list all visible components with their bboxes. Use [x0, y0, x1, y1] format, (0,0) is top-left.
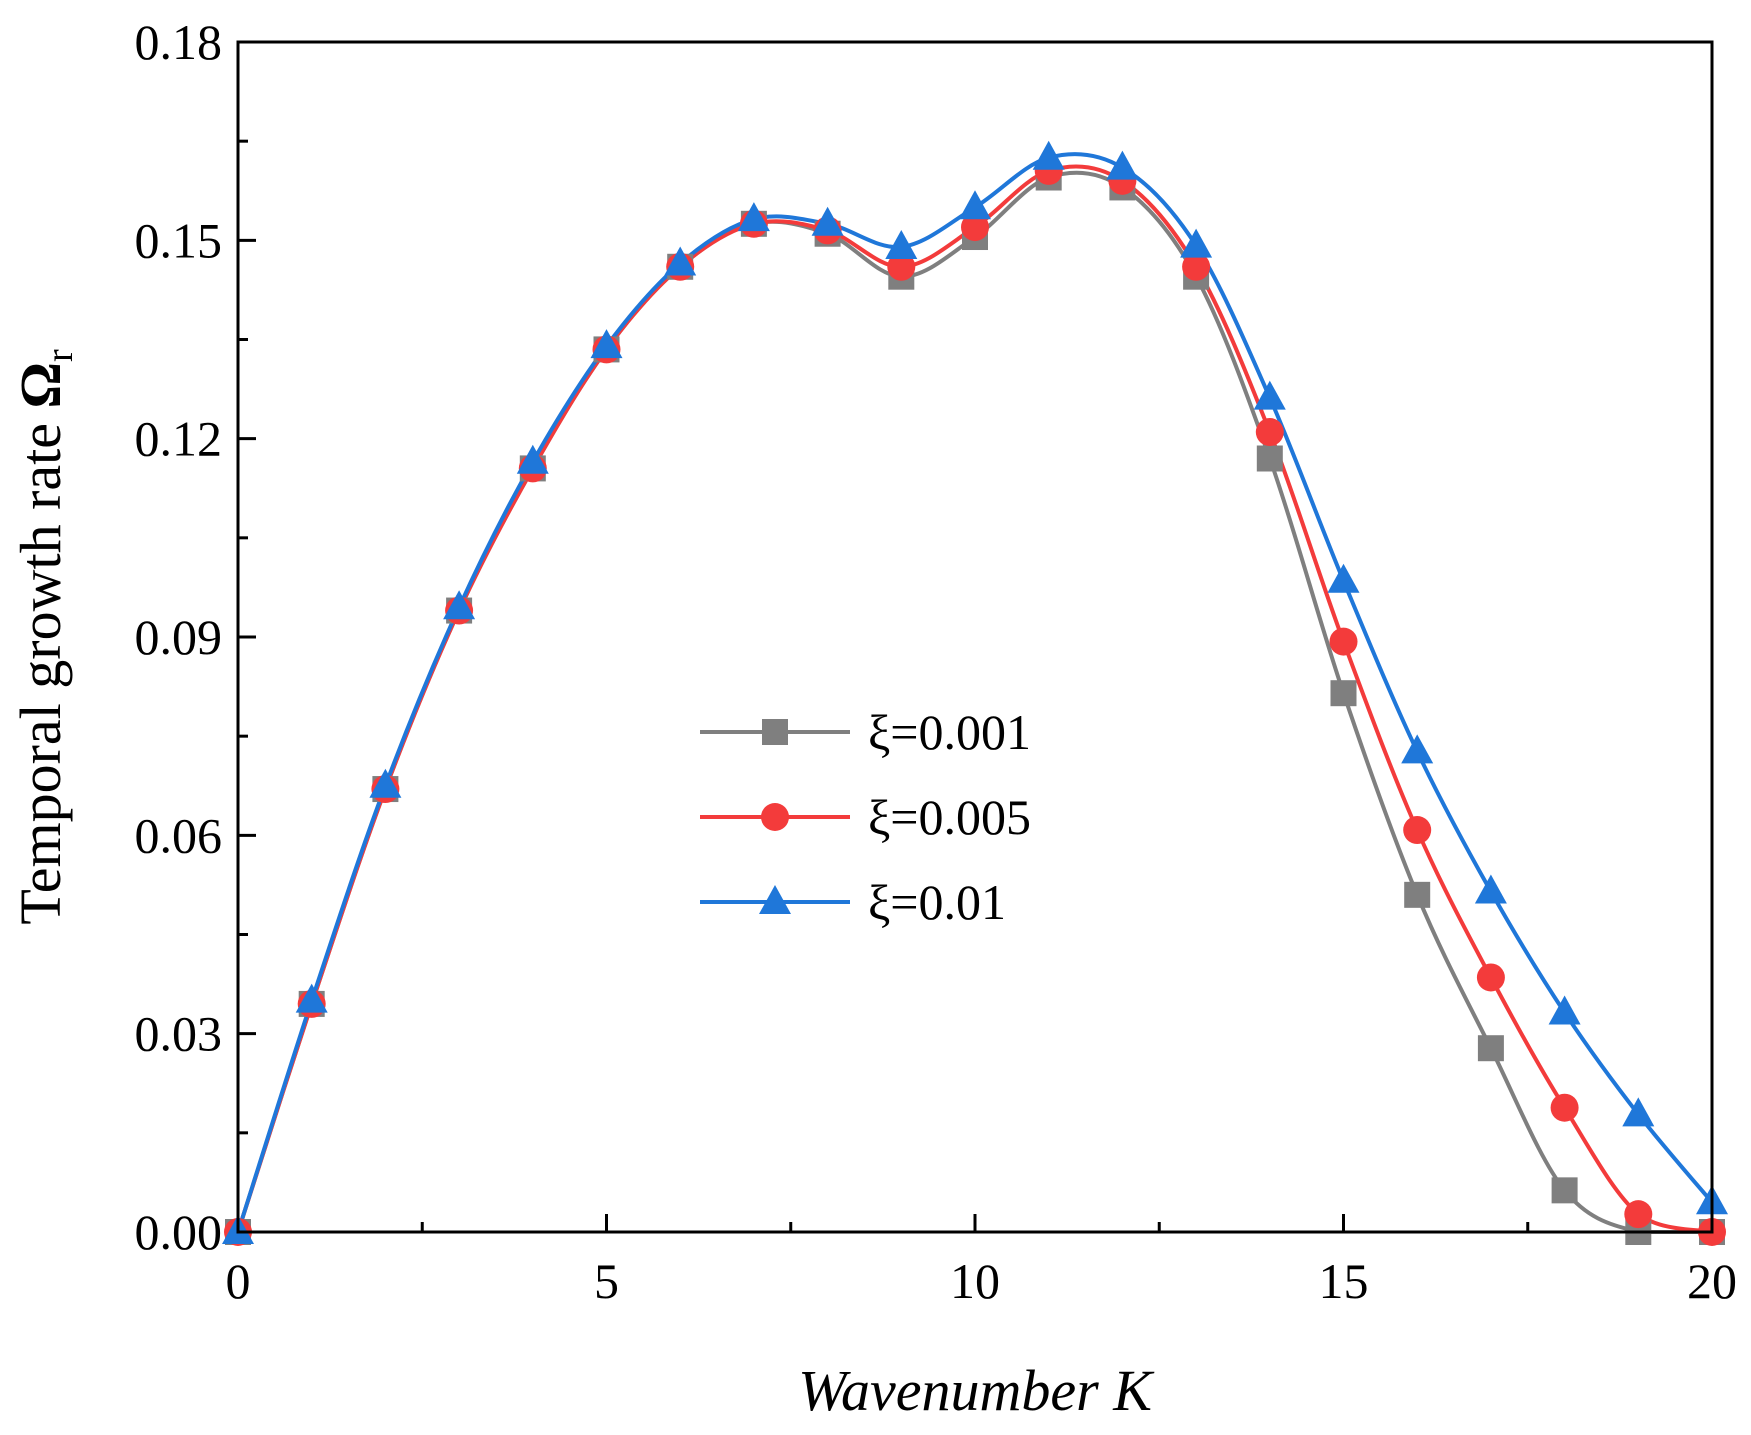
data-point-series-2 — [1329, 627, 1358, 656]
x-tick-label: 15 — [1319, 1253, 1369, 1309]
legend-label: ξ=0.001 — [868, 704, 1031, 760]
y-axis-title-text: Temporal growth rate — [8, 408, 73, 924]
y-tick-label: 0.18 — [135, 14, 223, 70]
data-point-series-3 — [664, 246, 697, 276]
data-point-series-2 — [1255, 418, 1284, 447]
y-tick-label: 0.12 — [135, 411, 223, 467]
legend-label: ξ=0.005 — [868, 789, 1031, 845]
series-markers — [222, 140, 1728, 1246]
data-point-series-1 — [1551, 1177, 1578, 1204]
data-point-series-3 — [1622, 1097, 1655, 1127]
y-tick-label: 0.09 — [135, 609, 223, 665]
y-axis-title-subscript: r — [39, 349, 81, 362]
data-point-series-3 — [1106, 150, 1139, 180]
data-point-series-1 — [1477, 1035, 1504, 1062]
data-point-series-2 — [1476, 963, 1505, 992]
plot-frame — [236, 40, 1714, 1234]
data-point-series-2 — [961, 213, 989, 242]
data-point-series-3 — [1253, 380, 1286, 410]
data-point-series-2 — [1182, 252, 1211, 281]
data-point-series-3 — [1548, 995, 1581, 1025]
data-point-series-2 — [887, 252, 916, 281]
data-point-series-3 — [295, 983, 328, 1013]
y-axis-title-symbol: Ω — [8, 362, 73, 408]
x-tick-label: 20 — [1687, 1253, 1737, 1309]
data-point-series-3 — [516, 444, 549, 474]
data-point-series-3 — [1327, 563, 1360, 593]
legend-label: ξ=0.01 — [868, 874, 1006, 930]
y-tick-label: 0.00 — [135, 1204, 223, 1260]
data-point-series-3 — [1180, 228, 1213, 258]
legend-marker — [759, 885, 791, 914]
data-point-series-3 — [443, 590, 476, 620]
data-point-series-3 — [885, 229, 918, 259]
y-tick-label: 0.15 — [135, 212, 223, 268]
x-tick-label: 0 — [226, 1253, 251, 1309]
x-tick-label: 5 — [594, 1253, 619, 1309]
y-tick-label: 0.06 — [135, 807, 223, 863]
y-tick-label: 0.03 — [135, 1006, 223, 1062]
legend: ξ=0.001 ξ=0.005 ξ=0.01 — [700, 704, 1031, 930]
series-line-1 — [236, 170, 1712, 1234]
series-line-3 — [236, 152, 1714, 1233]
x-axis-title: Wavenumber K — [798, 1358, 1155, 1423]
data-point-series-3 — [1474, 874, 1507, 904]
series-curves — [236, 152, 1714, 1234]
data-point-series-2 — [1550, 1093, 1579, 1122]
data-point-series-3 — [737, 202, 770, 232]
legend-marker — [761, 803, 789, 831]
legend-marker — [762, 719, 788, 745]
data-point-series-2 — [1624, 1200, 1653, 1229]
tick-labels: 0 5 10 15 20 0.00 0.03 0.06 0.09 0.12 0.15 0.18 — [135, 14, 1738, 1309]
y-axis-title: Temporal growth rate Ωr — [8, 349, 81, 925]
x-tick-label: 10 — [950, 1253, 1000, 1309]
data-point-series-3 — [1401, 734, 1434, 764]
data-point-series-1 — [1256, 445, 1283, 472]
data-point-series-1 — [1404, 881, 1431, 908]
data-point-series-3 — [590, 329, 623, 359]
data-point-series-3 — [1032, 140, 1065, 170]
data-point-series-3 — [811, 206, 844, 236]
series-line-2 — [236, 164, 1713, 1234]
data-point-series-3 — [369, 768, 402, 798]
data-point-series-2 — [1403, 816, 1432, 845]
data-point-series-1 — [1330, 680, 1357, 707]
data-point-series-3 — [959, 190, 991, 220]
